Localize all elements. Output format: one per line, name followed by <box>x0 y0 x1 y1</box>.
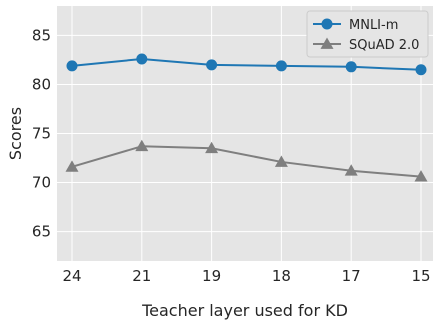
y-tick-label: 65 <box>32 223 51 241</box>
legend-box <box>306 10 429 58</box>
legend-label: MNLI-m <box>349 18 398 33</box>
x-tick-label: 19 <box>202 267 221 285</box>
y-tick-labels: 65 70 75 80 85 <box>32 26 51 240</box>
data-point <box>136 53 148 65</box>
data-point <box>135 139 149 152</box>
x-tick-label: 17 <box>342 267 361 285</box>
data-point <box>345 61 357 73</box>
x-tick-label: 18 <box>272 267 291 285</box>
legend: MNLI-m SQuAD 2.0 <box>306 10 429 58</box>
series-layer <box>65 53 428 182</box>
series-squad-2-0 <box>65 139 428 182</box>
data-point <box>65 160 79 172</box>
series-line <box>71 57 422 71</box>
data-point <box>414 170 428 182</box>
data-point <box>275 60 287 72</box>
x-tick-label: 24 <box>62 267 81 285</box>
data-point <box>415 64 427 76</box>
legend-marker <box>321 18 333 30</box>
y-tick-label: 80 <box>32 75 51 93</box>
legend-entry: MNLI-m <box>313 18 398 33</box>
y-axis-label: Scores <box>6 107 25 160</box>
x-tick-labels: 24 21 19 18 17 15 <box>62 267 430 285</box>
series-mnli-m <box>66 53 427 76</box>
legend-marker <box>320 37 334 49</box>
x-axis-label: Teacher layer used for KD <box>141 301 348 320</box>
data-point <box>206 59 218 71</box>
data-point <box>274 155 288 167</box>
grid-lines <box>57 6 433 261</box>
x-tick-label: 15 <box>411 267 430 285</box>
data-point <box>205 141 219 154</box>
x-tick-label: 21 <box>132 267 151 285</box>
y-tick-label: 75 <box>32 125 51 143</box>
series-line <box>71 145 422 178</box>
y-tick-label: 70 <box>32 174 51 192</box>
y-tick-label: 85 <box>32 26 51 44</box>
legend-label: SQuAD 2.0 <box>349 38 419 53</box>
data-point <box>66 60 78 72</box>
data-point <box>344 164 358 176</box>
legend-entry: SQuAD 2.0 <box>313 37 419 53</box>
